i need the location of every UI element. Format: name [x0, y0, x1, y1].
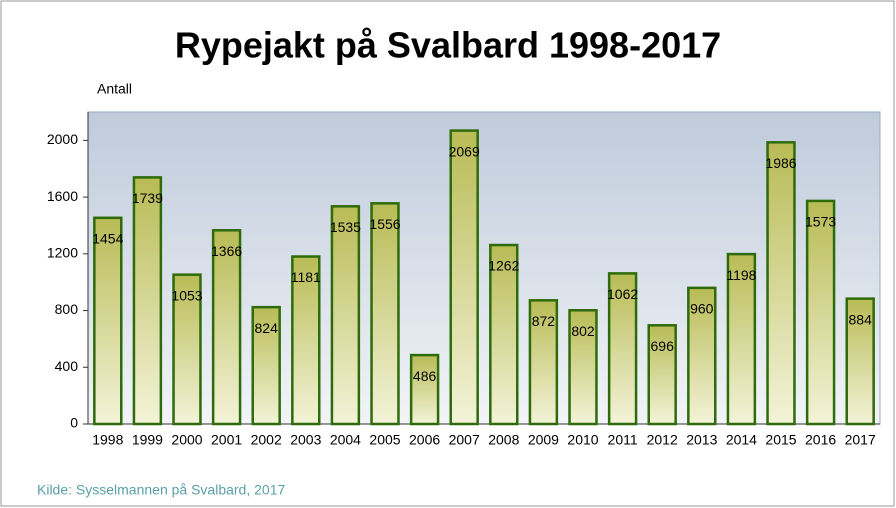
plot-area	[87, 111, 881, 425]
value-label: 960	[690, 301, 714, 317]
bar	[845, 297, 875, 426]
y-tick-label: 1200	[47, 245, 78, 261]
x-tick-label: 2001	[211, 432, 242, 448]
value-label: 696	[651, 338, 675, 354]
y-tick-label: 800	[55, 301, 79, 317]
value-label: 1181	[291, 269, 321, 285]
value-label: 872	[532, 313, 556, 329]
bar	[449, 129, 479, 426]
bar	[93, 216, 123, 426]
value-label: 1053	[171, 287, 202, 303]
value-label: 1986	[765, 155, 796, 171]
x-tick-label: 2006	[409, 432, 440, 448]
value-label: 1262	[488, 258, 519, 274]
bar	[647, 324, 677, 426]
bar	[726, 252, 757, 426]
value-label: 824	[255, 320, 279, 336]
x-tick-label: 2008	[488, 432, 519, 448]
bar	[330, 205, 361, 426]
x-tick-label: 1998	[92, 432, 123, 448]
bar	[211, 229, 242, 426]
value-label: 1739	[132, 190, 163, 206]
value-label: 1198	[726, 267, 756, 283]
x-tick-label: 2012	[647, 432, 678, 448]
value-label: 1366	[211, 243, 242, 259]
value-label: 1454	[92, 230, 123, 246]
bar	[766, 141, 796, 426]
x-tick-label: 2003	[290, 432, 321, 448]
value-label: 1556	[369, 216, 400, 232]
value-label: 486	[413, 368, 437, 384]
bar	[687, 286, 717, 426]
bar	[251, 305, 281, 426]
x-tick-label: 1999	[132, 432, 163, 448]
value-label: 802	[571, 323, 595, 339]
bar	[409, 353, 440, 426]
x-tick-label: 2000	[171, 432, 202, 448]
y-tick-label: 1600	[47, 188, 78, 204]
y-tick-label: 400	[55, 358, 79, 374]
source: Kilde: Sysselmannen på Svalbard, 2017	[37, 482, 285, 498]
x-tick-label: 2005	[369, 432, 400, 448]
x-tick-label: 2009	[528, 432, 559, 448]
y-tick-label: 0	[70, 415, 78, 431]
bar	[805, 199, 836, 426]
bar	[528, 299, 559, 426]
x-tick-label: 2007	[449, 432, 480, 448]
x-tick-label: 2015	[765, 432, 796, 448]
x-tick-label: 2016	[805, 432, 836, 448]
value-label: 1573	[805, 214, 836, 230]
bar	[370, 202, 400, 426]
x-tick-label: 2013	[686, 432, 717, 448]
bar	[607, 272, 638, 426]
value-label: 884	[849, 311, 873, 327]
chart-title: Rypejakt på Svalbard 1998-2017	[175, 25, 721, 66]
x-tick-label: 2014	[726, 432, 757, 448]
x-tick-label: 2017	[845, 432, 876, 448]
x-tick-label: 2002	[251, 432, 282, 448]
value-label: 2069	[449, 143, 480, 159]
bar	[291, 255, 321, 426]
y-axis-label: Antall	[97, 81, 132, 97]
bar	[172, 273, 202, 426]
bar	[132, 176, 163, 426]
value-label: 1535	[330, 219, 361, 235]
x-tick-label: 2011	[608, 432, 638, 448]
y-tick-label: 2000	[47, 131, 78, 147]
bar	[489, 243, 519, 426]
x-tick-label: 2010	[567, 432, 598, 448]
bar	[568, 309, 598, 426]
value-label: 1062	[607, 286, 638, 302]
x-tick-label: 2004	[330, 432, 361, 448]
